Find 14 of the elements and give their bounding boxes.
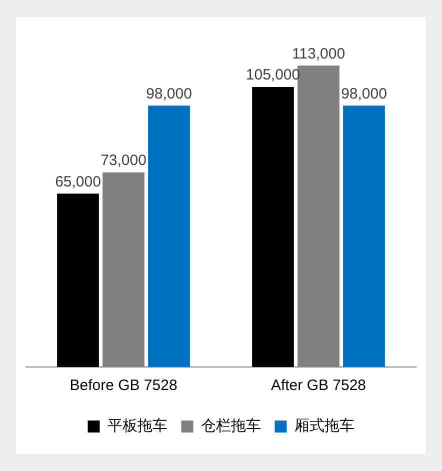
legend-label: 仓栏拖车 <box>200 416 261 434</box>
bar <box>252 87 294 367</box>
bar <box>57 194 99 367</box>
bar <box>148 106 190 367</box>
data-label: 113,000 <box>292 45 346 62</box>
data-label: 65,000 <box>55 173 101 190</box>
bar <box>343 106 385 367</box>
legend-label: 平板拖车 <box>107 416 168 434</box>
data-label: 98,000 <box>146 85 192 102</box>
data-label: 98,000 <box>341 85 387 102</box>
x-tick-label: Before GB 7528 <box>70 377 178 394</box>
data-label: 73,000 <box>100 152 146 169</box>
x-tick-label: After GB 7528 <box>270 377 366 394</box>
legend-label: 厢式拖车 <box>294 416 354 434</box>
